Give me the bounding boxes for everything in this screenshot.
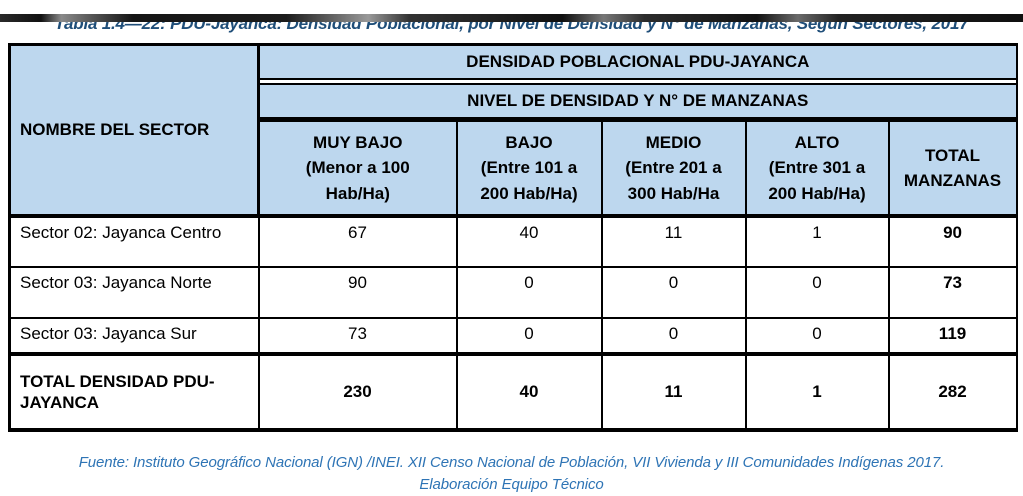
total-muy-bajo: 230 [257, 352, 458, 431]
header-band-densidad: DENSIDAD POBLACIONAL PDU-JAYANCA [256, 43, 1018, 80]
cropped-image-strip [0, 14, 1023, 22]
col-header-title: TOTAL MANZANAS [903, 145, 1002, 191]
row-label-header: NOMBRE DEL SECTOR [9, 44, 260, 218]
col-header-title: BAJO [505, 132, 553, 152]
density-table: NOMBRE DEL SECTOR DENSIDAD POBLACIONAL P… [8, 43, 1018, 432]
value-muy-bajo: 73 [257, 317, 458, 356]
value-total: 73 [887, 266, 1018, 319]
total-bajo: 40 [455, 352, 603, 431]
col-header-range: (Menor a 100 Hab/Ha) [305, 158, 410, 203]
table-row: Sector 03: Jayanca Norte 90 0 0 0 73 [8, 266, 1018, 319]
header-band-nivel: NIVEL DE DENSIDAD Y N° DE MANZANAS [256, 83, 1018, 121]
value-bajo: 0 [455, 317, 603, 356]
value-total: 90 [887, 215, 1018, 268]
total-manzanas: 282 [887, 352, 1018, 431]
table-row: Sector 03: Jayanca Sur 73 0 0 0 119 [8, 317, 1018, 356]
col-header-range: (Entre 201 a 300 Hab/Ha [625, 158, 722, 203]
sector-name: Sector 03: Jayanca Sur [8, 317, 260, 356]
value-alto: 1 [744, 215, 890, 268]
value-alto: 0 [744, 266, 890, 319]
sector-name: Sector 02: Jayanca Centro [8, 215, 260, 268]
source-note: Fuente: Instituto Geográfico Nacional (I… [0, 452, 1023, 496]
col-header-medio: MEDIO (Entre 201 a 300 Hab/Ha [600, 117, 747, 218]
value-muy-bajo: 67 [257, 215, 458, 268]
value-muy-bajo: 90 [257, 266, 458, 319]
elaboration-line: Elaboración Equipo Técnico [419, 476, 604, 493]
value-bajo: 0 [455, 266, 603, 319]
value-medio: 0 [600, 266, 747, 319]
col-header-alto: ALTO (Entre 301 a 200 Hab/Ha) [744, 117, 890, 218]
table-row: Sector 02: Jayanca Centro 67 40 11 1 90 [8, 215, 1018, 268]
total-medio: 11 [600, 352, 747, 431]
value-medio: 0 [600, 317, 747, 356]
col-header-muy-bajo: MUY BAJO (Menor a 100 Hab/Ha) [257, 117, 458, 218]
value-medio: 11 [600, 215, 747, 268]
col-header-bajo: BAJO (Entre 101 a 200 Hab/Ha) [455, 117, 603, 218]
value-bajo: 40 [455, 215, 603, 268]
col-header-title: MEDIO [645, 132, 702, 152]
value-total: 119 [887, 317, 1018, 356]
col-header-total-manzanas: TOTAL MANZANAS [887, 117, 1018, 218]
col-header-title: ALTO [794, 132, 840, 152]
total-row: TOTAL DENSIDAD PDU-JAYANCA 230 40 11 1 2… [8, 352, 1018, 431]
source-line: Fuente: Instituto Geográfico Nacional (I… [78, 454, 945, 471]
header-band-separator [10, 78, 1017, 85]
col-header-range: (Entre 301 a 200 Hab/Ha) [768, 158, 866, 203]
value-alto: 0 [744, 317, 890, 356]
col-header-range: (Entre 101 a 200 Hab/Ha) [480, 158, 578, 203]
total-row-label: TOTAL DENSIDAD PDU-JAYANCA [8, 352, 260, 431]
sector-name: Sector 03: Jayanca Norte [8, 266, 260, 319]
col-header-title: MUY BAJO [313, 132, 403, 152]
total-alto: 1 [744, 352, 890, 431]
